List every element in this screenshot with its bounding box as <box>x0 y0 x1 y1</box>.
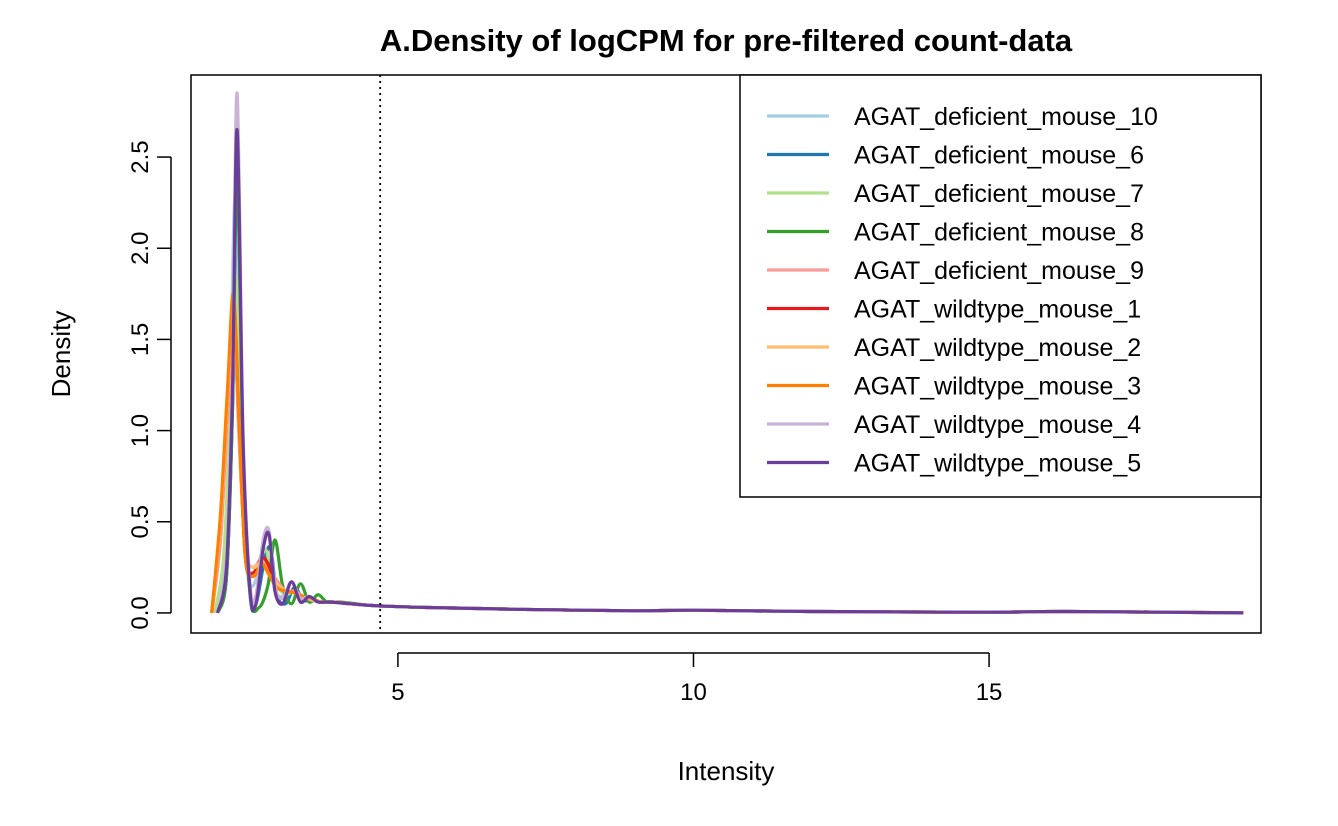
x-tick-label: 15 <box>976 679 1003 706</box>
y-tick-label: 2.0 <box>127 232 154 265</box>
legend: AGAT_deficient_mouse_10 AGAT_deficient_mo… <box>739 74 1262 498</box>
legend-label: AGAT_deficient_mouse_7 <box>854 180 1144 208</box>
x-tick-label: 5 <box>391 679 404 706</box>
legend-box <box>739 74 1262 498</box>
x-tick-label: 10 <box>680 679 707 706</box>
legend-label: AGAT_deficient_mouse_10 <box>854 103 1158 131</box>
legend-label: AGAT_deficient_mouse_8 <box>854 219 1144 247</box>
y-axis: 0.0 0.5 1.0 1.5 2.0 2.5 <box>127 140 172 630</box>
legend-label: AGAT_wildtype_mouse_1 <box>854 296 1141 324</box>
y-tick-label: 2.5 <box>127 140 154 173</box>
legend-label: AGAT_deficient_mouse_9 <box>854 257 1144 285</box>
y-tick-label: 1.0 <box>127 414 154 447</box>
legend-label: AGAT_wildtype_mouse_4 <box>854 411 1141 439</box>
series-line-10 <box>216 128 1244 615</box>
y-tick-label: 1.5 <box>127 323 154 356</box>
legend-label: AGAT_wildtype_mouse_2 <box>854 334 1141 362</box>
y-tick-label: 0.5 <box>127 505 154 538</box>
x-axis: 5 10 15 <box>391 652 1003 706</box>
x-axis-label: Intensity <box>678 756 775 786</box>
chart-title: A.Density of logCPM for pre-filtered cou… <box>380 23 1073 58</box>
legend-label: AGAT_wildtype_mouse_3 <box>854 373 1141 401</box>
legend-label: AGAT_deficient_mouse_6 <box>854 142 1144 170</box>
y-axis-label: Density <box>46 311 76 398</box>
series-lines <box>210 91 1244 615</box>
legend-label: AGAT_wildtype_mouse_5 <box>854 450 1141 478</box>
y-tick-label: 0.0 <box>127 596 154 629</box>
